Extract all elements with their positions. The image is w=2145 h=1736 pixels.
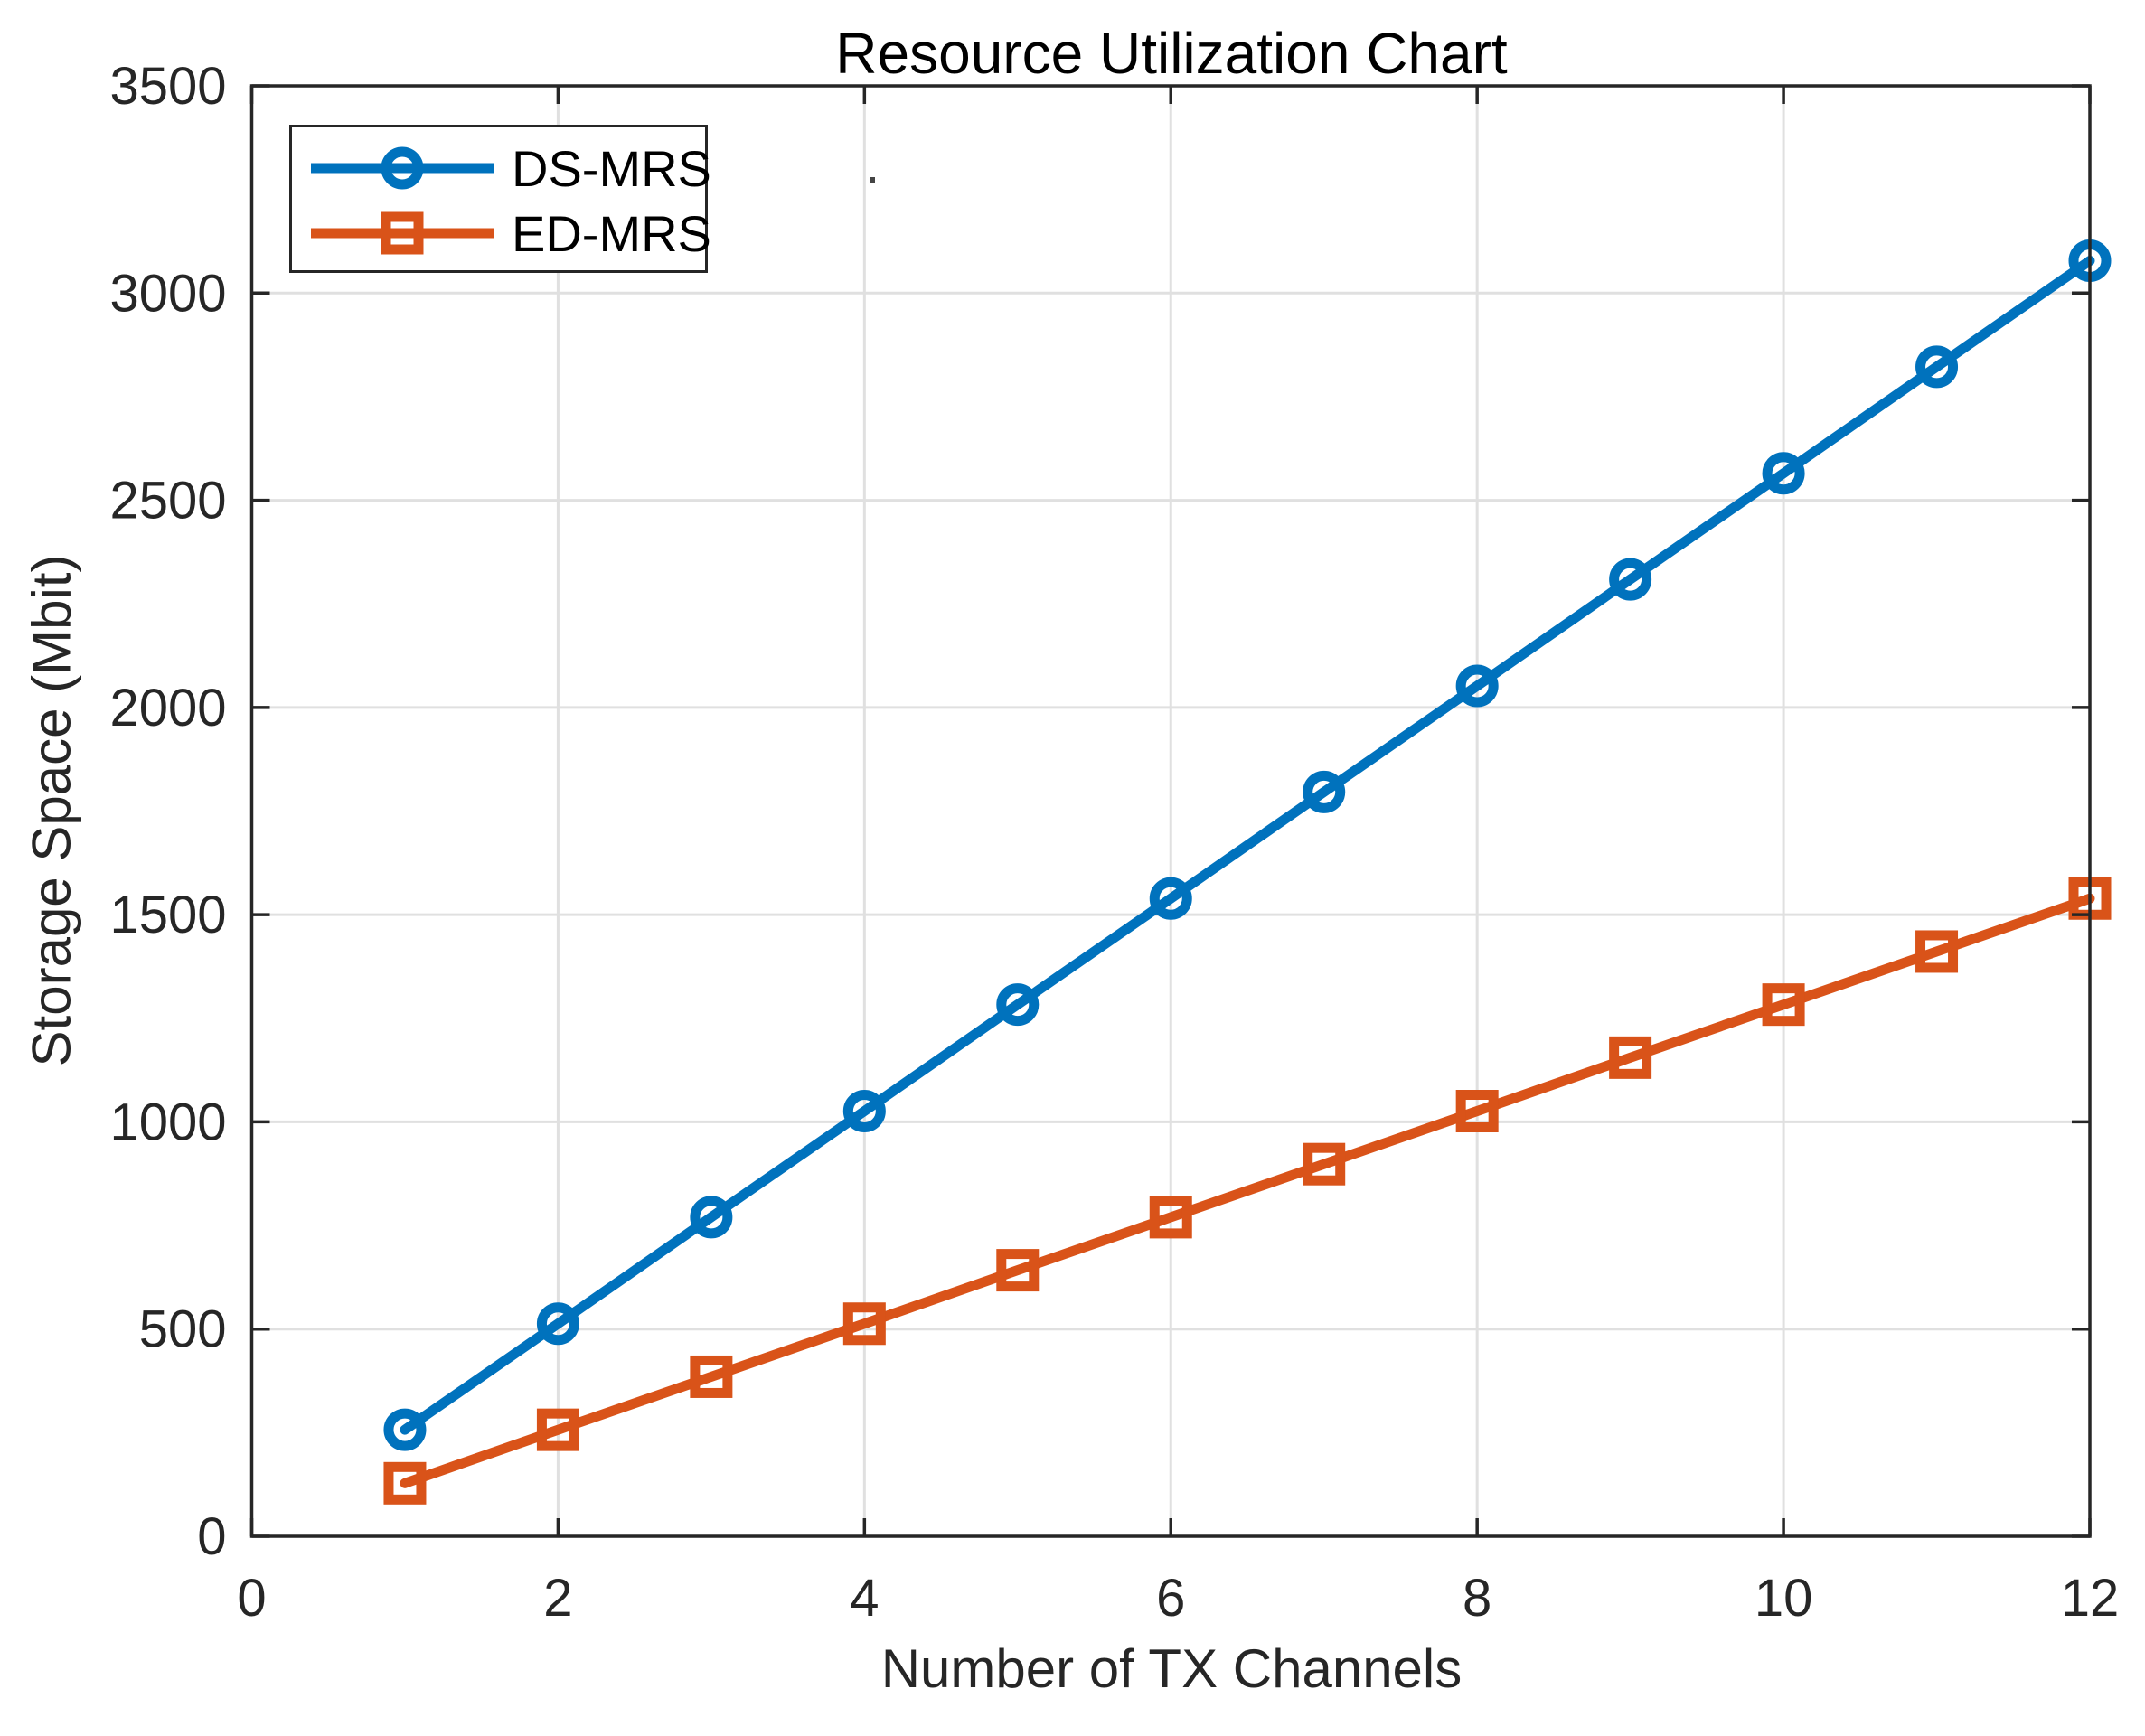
- data-point-circle-ds-mrs: [1609, 558, 1652, 601]
- y-tick-label: 2500: [109, 472, 226, 530]
- y-tick-label: 500: [139, 1300, 227, 1359]
- x-tick-label: 2: [543, 1569, 572, 1628]
- legend-swatch-ed-mrs: [311, 211, 494, 255]
- data-point-circle-ds-mrs: [1149, 877, 1192, 920]
- artifact-dot: [870, 177, 875, 183]
- legend-item-ed-mrs: ED-MRS: [292, 205, 711, 262]
- y-tick-label: 3000: [109, 264, 226, 323]
- data-point-square-ed-mrs: [383, 1461, 427, 1505]
- data-point-circle-ds-mrs: [1455, 664, 1499, 708]
- x-tick-label: 10: [1755, 1569, 1813, 1628]
- data-point-circle-ds-mrs: [1915, 345, 1959, 389]
- y-axis-label: Storage Space (Mbit): [21, 554, 82, 1067]
- data-point-square-ed-mrs: [1762, 983, 1805, 1027]
- data-point-circle-ds-mrs: [1303, 770, 1346, 813]
- legend-label-ed-mrs: ED-MRS: [512, 204, 711, 262]
- y-tick-label: 1000: [109, 1093, 226, 1151]
- data-point-circle-ds-mrs: [536, 1302, 579, 1346]
- data-point-square-ed-mrs: [1915, 930, 1959, 973]
- x-axis-label: Number of TX Channels: [880, 1638, 1463, 1699]
- series-line-ed-mrs: [400, 893, 2095, 1488]
- data-point-circle-ds-mrs: [1762, 452, 1805, 495]
- x-tick-label: 4: [850, 1569, 879, 1628]
- y-tick-label: 2000: [109, 679, 226, 737]
- data-point-circle-ds-mrs: [383, 1408, 427, 1451]
- legend-swatch-ds-mrs: [311, 146, 494, 190]
- y-tick-label: 3500: [109, 57, 226, 116]
- x-tick-label: 6: [1156, 1569, 1185, 1628]
- data-point-square-ed-mrs: [536, 1408, 579, 1451]
- x-tick-label: 0: [237, 1569, 266, 1628]
- data-point-square-ed-mrs: [1609, 1036, 1652, 1079]
- legend-label-ds-mrs: DS-MRS: [512, 139, 711, 197]
- x-tick-label: 8: [1463, 1569, 1491, 1628]
- series-line-ds-mrs: [400, 256, 2095, 1435]
- data-point-square-ed-mrs: [1303, 1142, 1346, 1186]
- legend-item-ds-mrs: DS-MRS: [292, 140, 711, 197]
- data-point-square-ed-mrs: [690, 1355, 733, 1398]
- data-point-square-ed-mrs: [996, 1249, 1040, 1292]
- data-point-circle-ds-mrs: [690, 1196, 733, 1239]
- chart-title: Resource Utilization Chart: [835, 21, 1508, 86]
- square-marker-icon: [381, 211, 424, 255]
- data-point-circle-ds-mrs: [842, 1090, 886, 1133]
- circle-marker-icon: [381, 146, 424, 190]
- data-point-square-ed-mrs: [842, 1302, 886, 1346]
- data-point-square-ed-mrs: [1149, 1196, 1192, 1239]
- data-point-circle-ds-mrs: [996, 983, 1040, 1027]
- y-tick-label: 1500: [109, 886, 226, 944]
- x-tick-label: 12: [2061, 1569, 2120, 1628]
- data-point-square-ed-mrs: [1455, 1090, 1499, 1133]
- y-tick-label: 0: [197, 1507, 226, 1566]
- legend-box: DS-MRS ED-MRS: [289, 125, 711, 273]
